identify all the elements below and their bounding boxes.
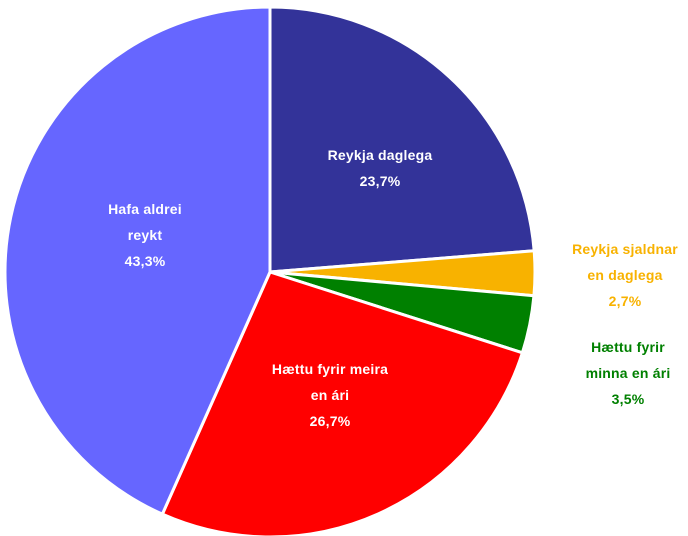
slice-label: Reykja daglega 23,7% <box>325 142 435 194</box>
pie-slice <box>160 270 525 536</box>
pie-slice <box>3 5 272 517</box>
value-label: 23,7% <box>359 173 401 189</box>
value-label: 26,7% <box>309 413 351 429</box>
category-label: Hættu fyrir meira en ári <box>271 361 389 403</box>
value-label: 3,5% <box>611 391 645 407</box>
pie-slice <box>268 5 536 274</box>
slice-label: Hættu fyrir minna en ári 3,5% <box>573 334 683 412</box>
slice-label: Hættu fyrir meira en ári 26,7% <box>270 356 390 434</box>
value-label: 2,7% <box>608 293 642 309</box>
category-label: Reykja sjaldnar en daglega <box>572 241 678 283</box>
category-label: Reykja daglega <box>327 147 433 163</box>
value-label: 43,3% <box>124 253 166 269</box>
slice-label: Hafa aldrei reykt 43,3% <box>90 196 200 274</box>
category-label: Hættu fyrir minna en ári <box>585 339 671 381</box>
category-label: Hafa aldrei reykt <box>108 201 182 243</box>
slice-label: Reykja sjaldnar en daglega 2,7% <box>570 236 680 314</box>
